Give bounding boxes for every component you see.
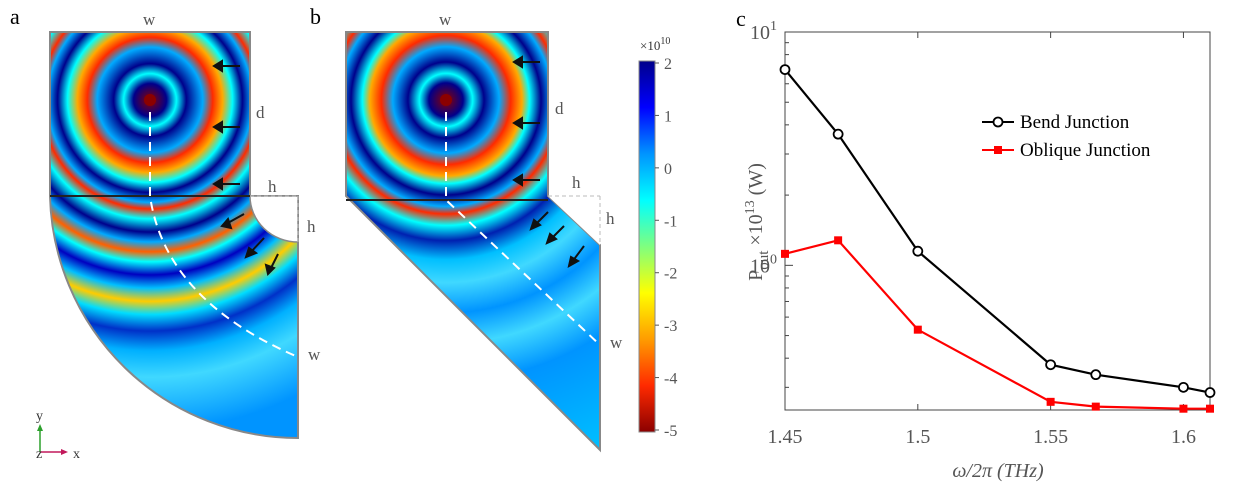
data-point-oblique: [1206, 404, 1214, 413]
y-axis-label: Pout ×1013 (W): [743, 163, 772, 281]
panel-b-field: [345, 31, 601, 453]
panel-b-h1: h: [572, 173, 581, 192]
data-point-bend: [1178, 381, 1189, 393]
colorbar: ×1010 2 1 0 -1 -2 -3 -4 -5: [638, 36, 677, 440]
data-point-oblique: [1091, 402, 1100, 411]
x-tick-label: 1.5: [905, 426, 930, 448]
y-axis-ticks: 101 100: [750, 19, 793, 388]
panel-a-w-out: w: [308, 345, 321, 364]
triad-y-label: y: [36, 409, 43, 424]
colorbar-tick-label: -3: [664, 318, 677, 335]
data-point-oblique: [1046, 397, 1055, 406]
data-point-oblique: [913, 325, 922, 334]
panel-a-simulation: w d h h w: [49, 10, 321, 440]
panel-b-w-top: w: [439, 10, 452, 29]
data-point-bend: [1045, 359, 1057, 371]
colorbar-tick-label: 2: [664, 56, 672, 73]
colorbar-tick-label: -1: [664, 213, 677, 230]
triad-x-label: x: [73, 447, 80, 462]
data-point-bend: [1090, 369, 1102, 381]
panel-b-source: [440, 94, 452, 106]
panel-a-source: [144, 94, 156, 106]
colorbar-tick-label: 0: [664, 161, 672, 178]
panel-a-field: [49, 31, 299, 440]
panel-b-notch: [548, 196, 600, 245]
colorbar-tick-label: -5: [664, 423, 677, 440]
panel-b-letter: b: [310, 4, 321, 29]
data-point-bend: [832, 128, 844, 140]
x-axis-ticks: 1.45 1.5 1.55 1.6: [768, 32, 1196, 448]
x-tick-label: 1.55: [1033, 426, 1068, 448]
panel-a-letter: a: [10, 4, 20, 29]
series-group: [779, 64, 1216, 413]
panel-a-h2: h: [307, 217, 316, 236]
panel-b-d: d: [555, 99, 564, 118]
axes-triad: y z x: [36, 409, 80, 462]
data-point-oblique: [834, 236, 843, 245]
data-point-oblique: [1179, 404, 1188, 413]
colorbar-gradient: [638, 60, 656, 433]
x-tick-label: 1.6: [1171, 426, 1196, 448]
legend: Bend Junction Oblique Junction: [982, 112, 1151, 161]
panel-b-simulation: w d h h w: [345, 10, 623, 453]
colorbar-tick-label: 1: [664, 108, 672, 125]
panel-b-h2: h: [606, 209, 615, 228]
panel-a-d: d: [256, 103, 265, 122]
y-tick-label: 101: [750, 19, 777, 44]
data-point-oblique: [781, 249, 789, 258]
colorbar-multiplier: ×1010: [640, 36, 670, 53]
panel-b-arrows: [512, 55, 585, 268]
legend-label-oblique: Oblique Junction: [1020, 140, 1151, 161]
x-axis-label: ω/2π (THz): [952, 460, 1044, 482]
legend-marker-oblique: [994, 146, 1002, 154]
panel-a-dashed-path: [149, 112, 299, 358]
colorbar-tick-label: -4: [664, 371, 677, 388]
plot-frame: [784, 31, 1211, 411]
panel-a-arrows: [212, 59, 279, 276]
y-tick-label: 100: [750, 252, 777, 277]
legend-label-bend: Bend Junction: [1020, 112, 1130, 133]
x-tick-label: 1.45: [768, 426, 803, 448]
triad-z-label: z: [36, 447, 42, 462]
colorbar-tick-label: -2: [664, 266, 677, 283]
panel-b-w-out: w: [610, 333, 623, 352]
data-point-bend: [912, 245, 924, 257]
data-point-bend: [1204, 387, 1216, 398]
legend-marker-bend: [992, 116, 1004, 128]
data-point-bend: [779, 64, 791, 76]
panel-b-dashed-path: [445, 112, 601, 346]
panel-c-chart: 1.45 1.5 1.55 1.6 101 100 ω/2π (THz) Pout ×1…: [743, 19, 1216, 482]
panel-c-letter: c: [736, 6, 746, 31]
panel-a-h1: h: [268, 177, 277, 196]
panel-a-w-top: w: [143, 10, 156, 29]
